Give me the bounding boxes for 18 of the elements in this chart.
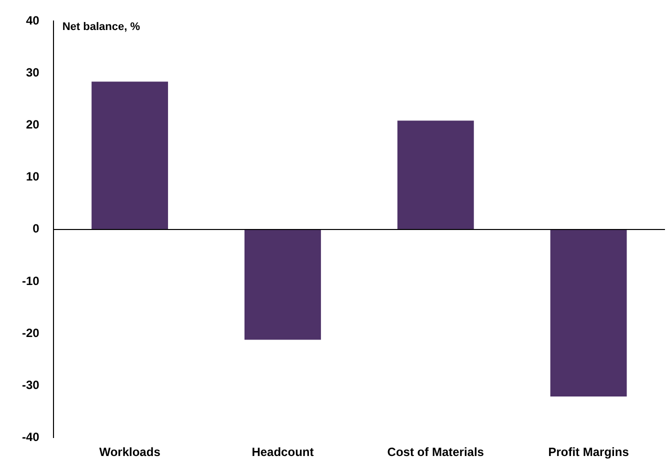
bar: [92, 82, 168, 230]
x-tick-label: Workloads: [99, 445, 161, 460]
bar: [550, 229, 627, 396]
y-tick-label: -10: [22, 274, 40, 288]
y-tick-label: 40: [26, 14, 40, 28]
y-tick-label: 30: [26, 66, 40, 80]
y-tick-label: 20: [26, 118, 40, 132]
x-tick-label: Headcount: [252, 445, 314, 460]
bar: [244, 229, 321, 340]
bar: [397, 120, 474, 230]
y-tick-label: -40: [22, 430, 40, 444]
y-axis-title: Net balance, %: [62, 21, 140, 34]
y-tick-label: -20: [22, 326, 40, 340]
y-tick-label: -30: [22, 378, 40, 392]
x-tick-label: Cost of Materials: [387, 445, 484, 460]
y-tick-label: 0: [32, 222, 40, 236]
x-tick-label: Profit Margins: [548, 445, 630, 460]
y-tick-label: 10: [26, 170, 40, 184]
